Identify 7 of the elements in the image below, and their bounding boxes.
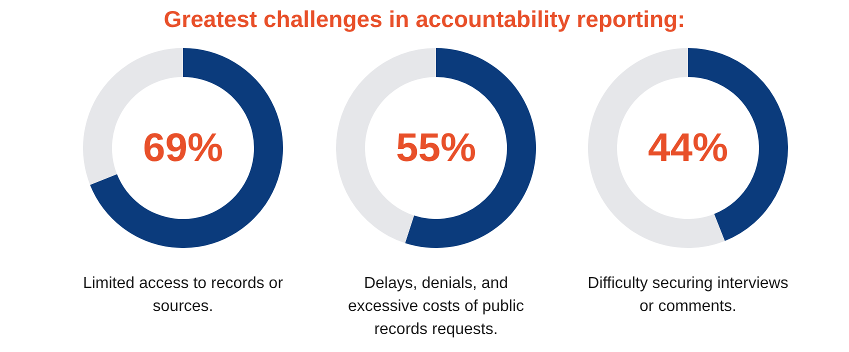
text: Delays, denials, and excessive costs of public records requests. (346, 274, 526, 340)
text: Difficulty securing interviews or comments. (586, 274, 790, 317)
data-label: 44% (648, 126, 728, 170)
data-label: 69% (142, 126, 224, 170)
data-label: 55% (396, 126, 476, 170)
text: Limited access to records or sources. (82, 274, 284, 317)
text: Greatest challenges in accountability reporting: (162, 6, 686, 33)
